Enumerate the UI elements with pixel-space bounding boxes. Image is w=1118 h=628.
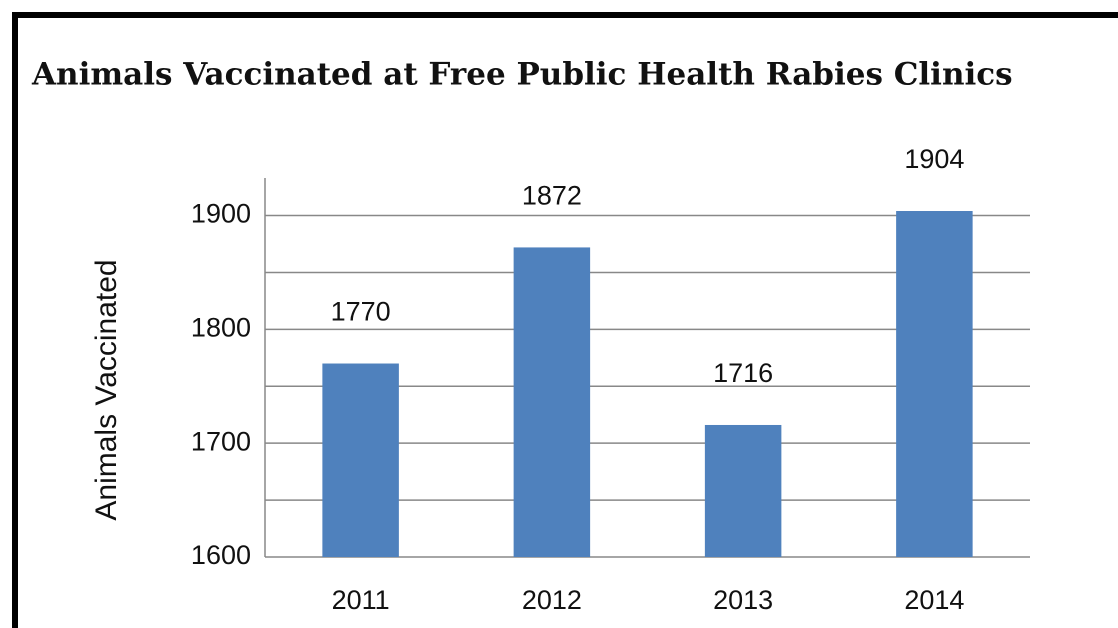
x-tick-label: 2014 — [904, 585, 964, 615]
data-label: 1904 — [904, 144, 964, 174]
data-label: 1770 — [331, 297, 391, 327]
bar — [896, 211, 973, 557]
frame — [12, 12, 1118, 628]
x-tick-label: 2013 — [713, 585, 773, 615]
y-tick-label: 1800 — [191, 312, 251, 342]
y-tick-label: 1900 — [191, 199, 251, 229]
chart-title: Animals Vaccinated at Free Public Health… — [31, 57, 1013, 93]
bar — [513, 247, 591, 557]
y-tick-label: 1700 — [191, 426, 251, 456]
y-tick-label: 1600 — [191, 540, 251, 570]
x-tick-label: 2012 — [522, 585, 582, 615]
bar — [322, 363, 399, 557]
data-label: 1716 — [713, 358, 773, 388]
y-axis-label: Animals Vaccinated — [90, 259, 123, 520]
x-tick-label: 2011 — [332, 585, 390, 615]
bar — [704, 424, 782, 557]
data-label: 1872 — [522, 181, 582, 211]
